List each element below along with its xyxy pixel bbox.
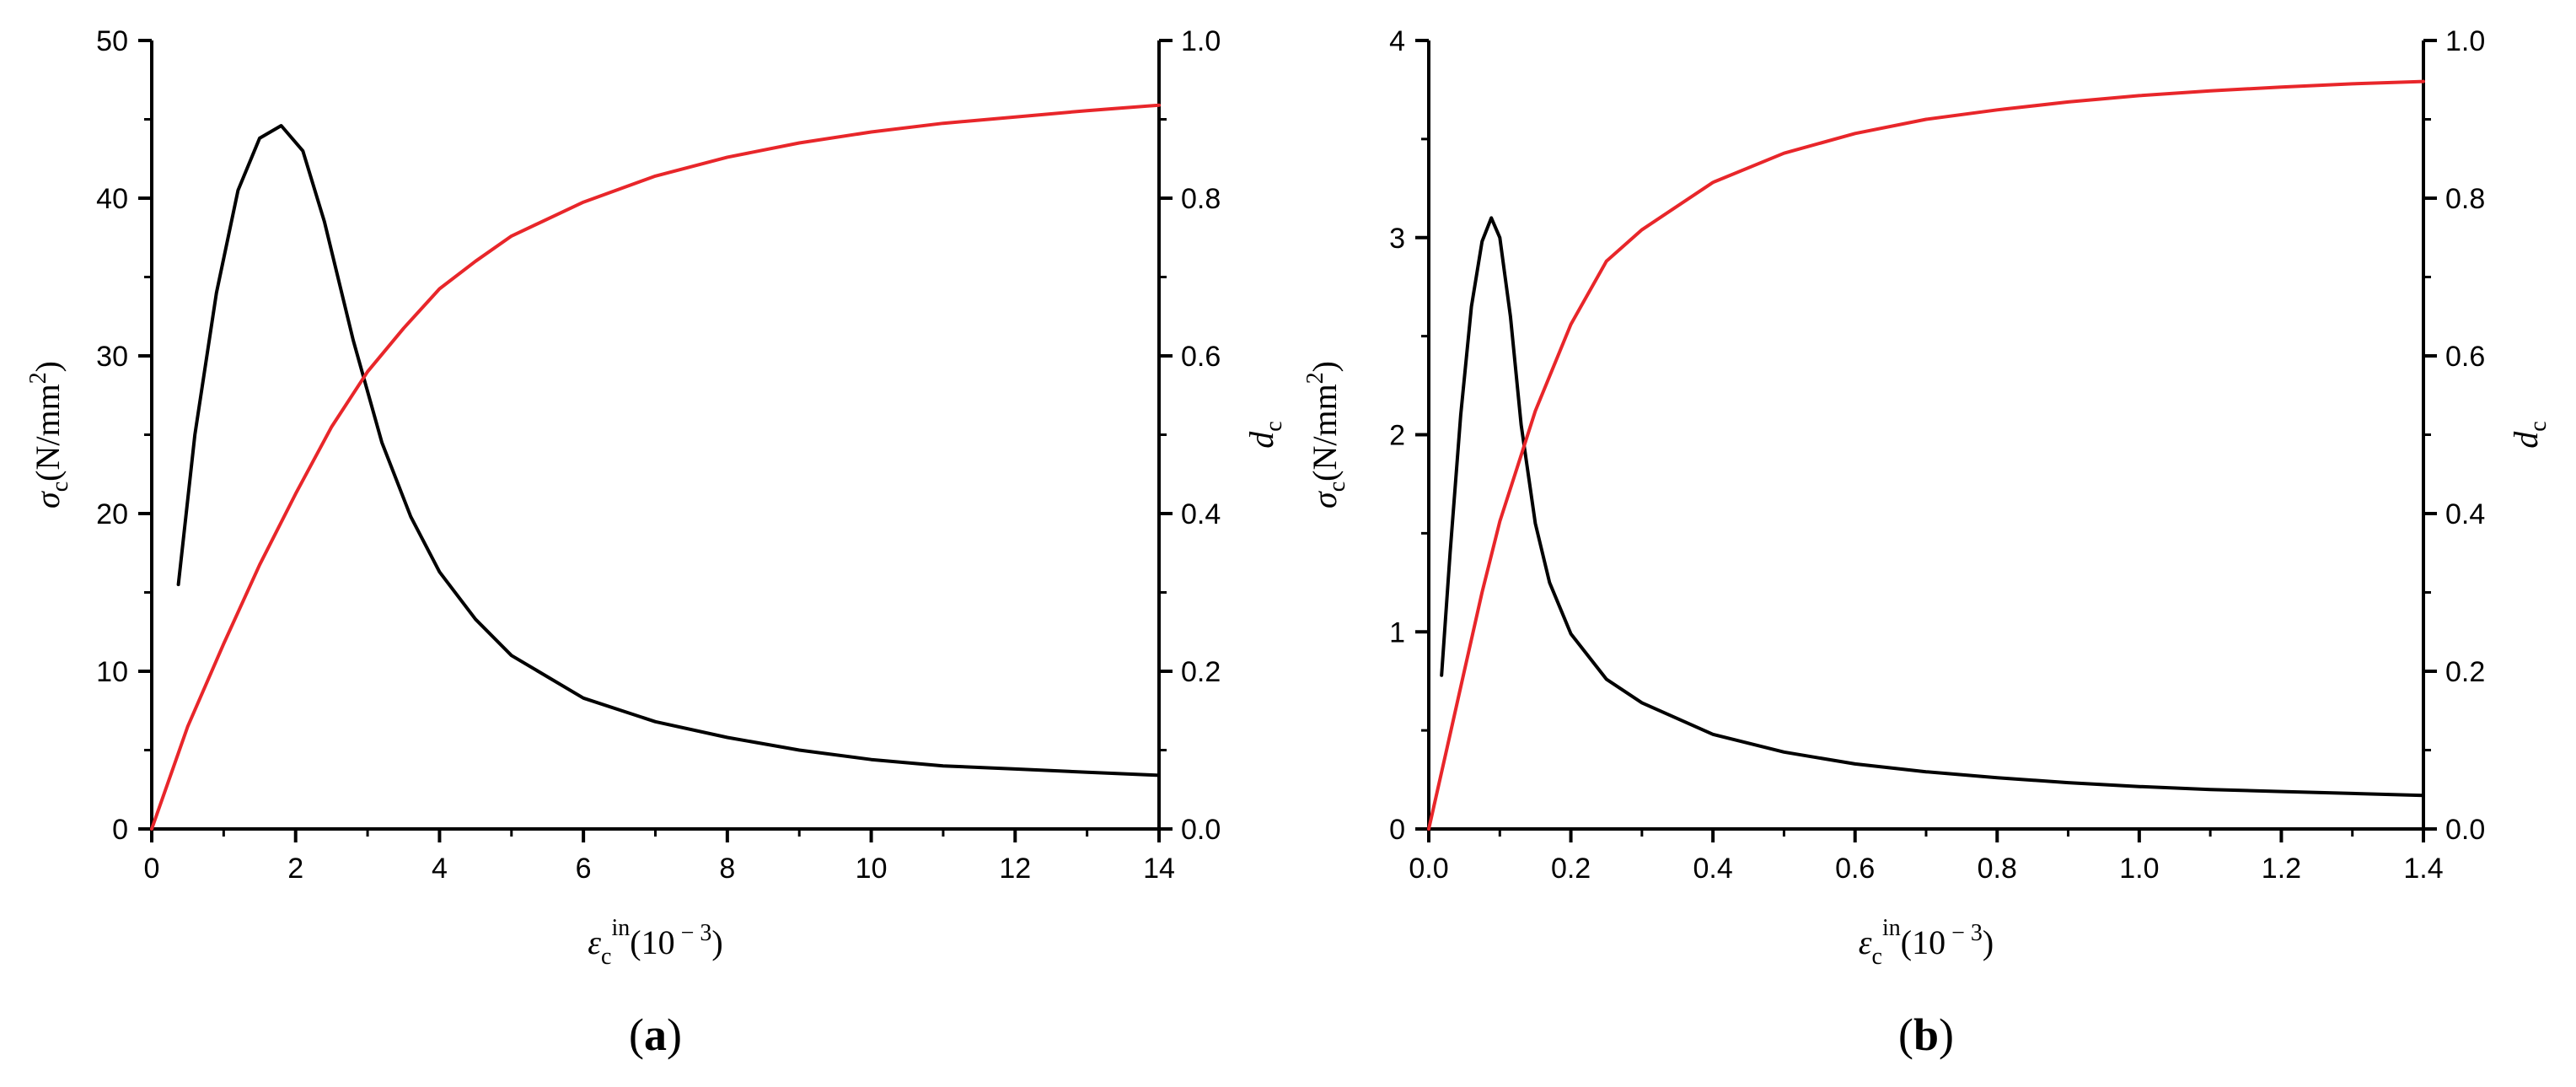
x-axis-unit: (10 [630, 923, 674, 961]
x-tick-label: 8 [719, 853, 735, 885]
y-right-axis-title: dc [1242, 421, 1287, 448]
y-left-unit: (N/mm [29, 384, 67, 482]
x-tick-label: 10 [856, 853, 888, 885]
y-left-symbol: σ [29, 491, 67, 509]
x-tick-label: 0.8 [1978, 853, 2017, 885]
y-left-tick-label: 20 [96, 498, 128, 530]
x-tick-label: 1.0 [2119, 853, 2159, 885]
panel-label-letter: a [644, 1009, 667, 1060]
y-right-tick-label: 0.2 [1181, 656, 1221, 688]
chart-panel-a: 0 2 4 6 8 10 12 14 0 10 20 30 40 50 0.0 0.2 0.4 0.6 0.8 1.0… [25, 25, 1287, 1060]
y-left-tick-label: 3 [1389, 223, 1405, 255]
y-right-sub: c [1261, 421, 1287, 431]
y-right-tick-label: 0.8 [2445, 183, 2485, 215]
x-tick-label: 0.6 [1835, 853, 1875, 885]
panel-label: (a) [629, 1009, 682, 1060]
series-line-stress [1440, 216, 2425, 798]
y-right-tick-label: 0.0 [1181, 814, 1221, 846]
x-axis-symbol: ε [1859, 923, 1872, 961]
y-right-tick-label: 0.2 [2445, 656, 2485, 688]
y-left-tick-label: 40 [96, 183, 128, 215]
y-left-tick-label: 2 [1389, 420, 1405, 452]
x-axis-unit: (10 [1901, 923, 1945, 961]
x-axis-title: εcin(10 − 3) [1859, 915, 1994, 970]
x-axis-unit-sup: − 3 [1945, 920, 1983, 946]
y-right-tick-label: 0.4 [1181, 498, 1221, 530]
y-right-tick-label: 0.8 [1181, 183, 1221, 215]
y-left-tick-label: 0 [112, 814, 128, 846]
x-axis-sub: c [1872, 944, 1882, 970]
x-axis-sup: in [1882, 915, 1901, 941]
x-tick-label: 0.4 [1693, 853, 1733, 885]
y-right-tick-label: 0.0 [2445, 814, 2485, 846]
y-left-tick-label: 1 [1389, 616, 1405, 648]
x-tick-label: 4 [432, 853, 448, 885]
y-right-symbol: d [2507, 431, 2545, 449]
x-tick-label: 0 [144, 853, 160, 885]
chart-panel-b: 0.0 0.2 0.4 0.6 0.8 1.0 1.2 1.4 0 1 2 3 4 0.0 0.2 0.4 0.… [1302, 25, 2552, 1060]
y-left-tick-label: 10 [96, 656, 128, 688]
y-right-tick-label: 0.4 [2445, 498, 2485, 530]
y-left-axis-title: σc(N/mm2) [1302, 361, 1350, 509]
series-line-stress [176, 124, 1161, 778]
panel-label-close: ) [667, 1009, 682, 1060]
panel-label: (b) [1898, 1009, 1954, 1060]
y-right-tick-label: 0.6 [2445, 341, 2485, 373]
panel-label-letter: b [1913, 1009, 1939, 1060]
x-axis-symbol: ε [588, 923, 601, 961]
x-tick-label: 0.0 [1409, 853, 1448, 885]
y-left-sub: c [47, 482, 73, 492]
y-left-tick-label: 4 [1389, 25, 1405, 57]
x-tick-label: 14 [1143, 853, 1175, 885]
x-axis-unit-sup: − 3 [675, 920, 712, 946]
y-right-tick-label: 1.0 [1181, 25, 1221, 57]
x-axis-title: εcin(10 − 3) [588, 915, 722, 970]
series-line-damage [150, 103, 1161, 831]
y-left-unit-sup: 2 [25, 372, 51, 384]
y-right-sub: c [2525, 421, 2552, 431]
x-tick-label: 0.2 [1551, 853, 1591, 885]
y-left-unit-close: ) [29, 361, 67, 372]
panel-label-open: ( [1898, 1009, 1913, 1060]
x-tick-label: 2 [287, 853, 303, 885]
x-tick-label: 12 [999, 853, 1031, 885]
y-left-axis-title: σc(N/mm2) [25, 361, 73, 509]
x-tick-label: 1.4 [2403, 853, 2443, 885]
y-left-tick-label: 0 [1389, 814, 1405, 846]
x-axis-sub: c [601, 944, 611, 970]
x-axis-unit-close: ) [711, 923, 722, 961]
y-right-tick-label: 1.0 [2445, 25, 2485, 57]
y-left-unit-close: ) [1306, 361, 1344, 372]
y-right-axis-title: dc [2507, 421, 2552, 448]
y-right-tick-label: 0.6 [1181, 341, 1221, 373]
x-tick-label: 1.2 [2262, 853, 2301, 885]
y-left-unit: (N/mm [1306, 384, 1344, 482]
y-left-unit-sup: 2 [1302, 372, 1328, 384]
y-left-tick-label: 50 [96, 25, 128, 57]
panel-label-open: ( [629, 1009, 644, 1060]
y-right-symbol: d [1242, 431, 1280, 449]
y-left-sub: c [1324, 482, 1350, 492]
x-axis-sup: in [611, 915, 630, 941]
series-line-damage [1427, 79, 2425, 831]
panel-label-close: ) [1939, 1009, 1954, 1060]
x-tick-label: 6 [576, 853, 592, 885]
x-axis-unit-close: ) [1983, 923, 1994, 961]
y-left-symbol: σ [1306, 491, 1344, 509]
y-left-tick-label: 30 [96, 341, 128, 373]
